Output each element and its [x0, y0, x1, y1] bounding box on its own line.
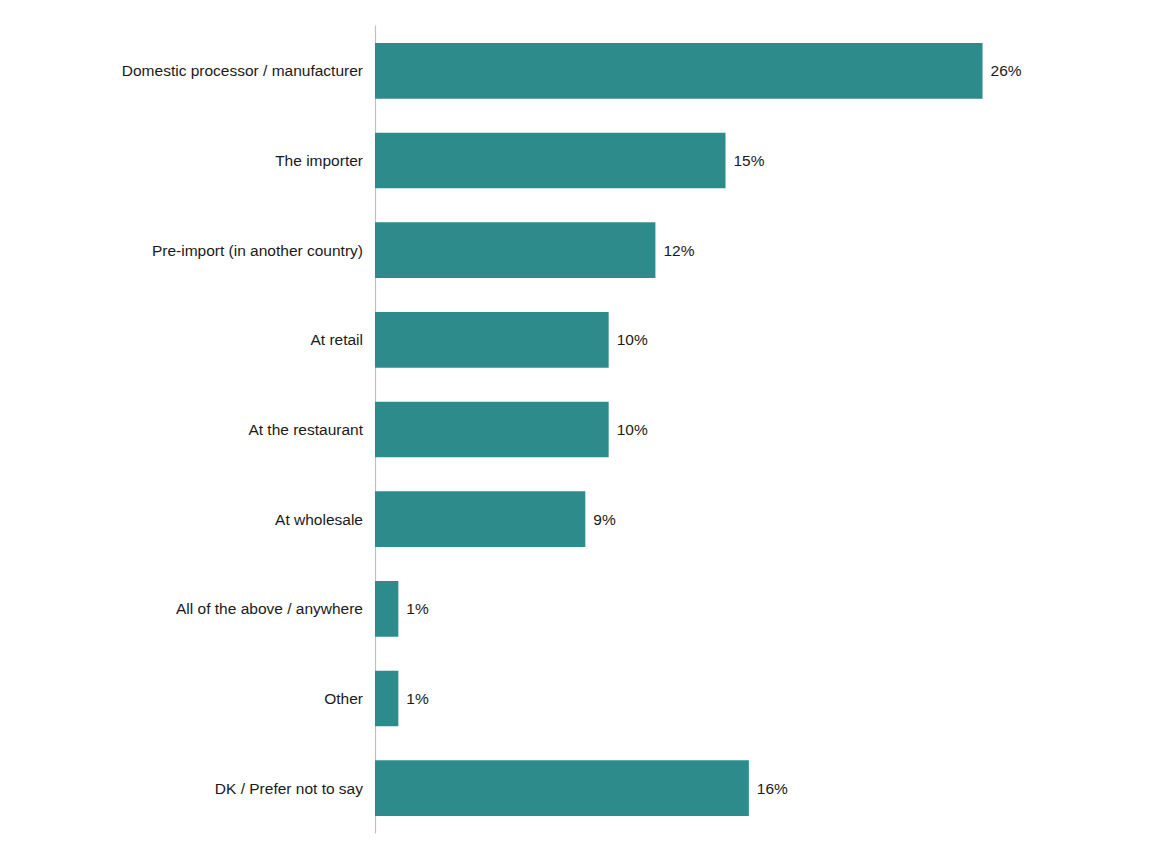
svg-text:All of the above / anywhere: All of the above / anywhere [176, 600, 363, 617]
svg-text:26%: 26% [991, 62, 1022, 79]
svg-text:The importer: The importer [275, 152, 363, 169]
svg-text:10%: 10% [617, 421, 648, 438]
svg-text:At retail: At retail [310, 331, 363, 348]
svg-text:DK / Prefer not to say: DK / Prefer not to say [215, 780, 363, 797]
svg-text:12%: 12% [663, 242, 694, 259]
svg-text:9%: 9% [593, 511, 616, 528]
svg-text:10%: 10% [617, 331, 648, 348]
svg-text:Domestic processor / manufactu: Domestic processor / manufacturer [122, 62, 363, 79]
svg-text:At the restaurant: At the restaurant [248, 421, 363, 438]
svg-text:15%: 15% [734, 152, 765, 169]
svg-text:Other: Other [324, 690, 363, 707]
svg-text:16%: 16% [757, 780, 788, 797]
svg-text:1%: 1% [406, 690, 429, 707]
svg-text:1%: 1% [406, 600, 429, 617]
svg-text:At wholesale: At wholesale [275, 511, 363, 528]
svg-text:Pre-import (in another country: Pre-import (in another country) [152, 242, 363, 259]
